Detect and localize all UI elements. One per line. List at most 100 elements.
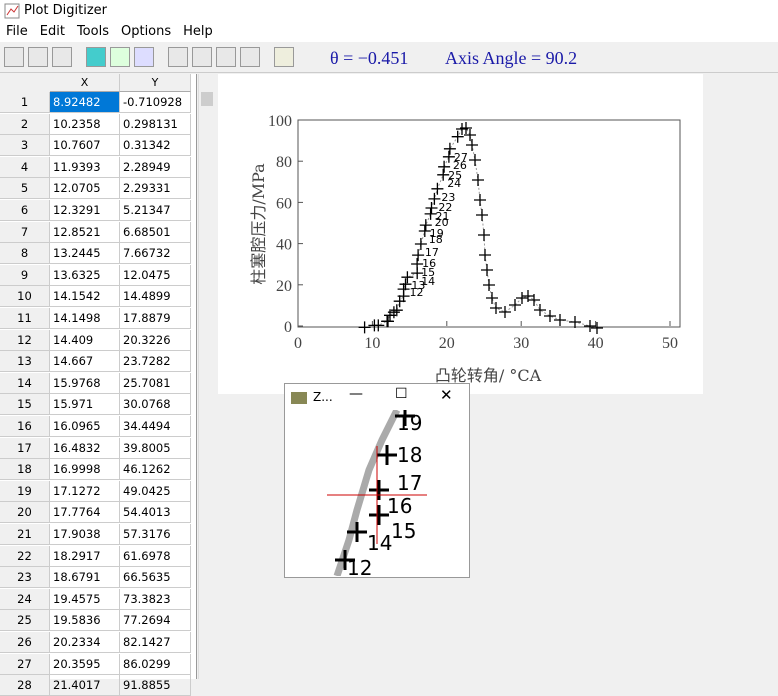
table-cell[interactable]: 10.2358 [50,113,120,135]
table-cell[interactable]: 18.6791 [50,567,120,589]
table-cell[interactable]: 30.0768 [120,394,191,416]
maximize-button[interactable]: ☐ [395,386,408,402]
copy-button[interactable] [192,47,212,67]
table-cell[interactable]: 46.1262 [120,459,191,481]
table-cell[interactable]: 86.0299 [120,653,191,675]
table-cell[interactable]: 12.3291 [50,200,120,221]
column-header: X [50,74,120,92]
paste-button[interactable] [216,47,236,67]
table-cell[interactable]: 16.9998 [50,459,120,481]
save-button[interactable] [28,47,48,67]
table-cell[interactable]: 12.0475 [120,264,191,286]
table-cell[interactable]: 39.8005 [120,437,191,459]
table-cell[interactable]: 2.29331 [120,178,191,200]
table-cell[interactable]: -0.710928 [120,92,191,113]
point-marker [554,314,566,326]
table-cell[interactable]: 20.3226 [120,329,191,351]
row-number: 6 [0,200,50,221]
table-cell[interactable]: 19.5836 [50,610,120,632]
table-cell[interactable]: 21.4017 [50,675,120,696]
open-button[interactable] [4,47,24,67]
table-cell[interactable]: 49.0425 [120,480,191,502]
print-button[interactable] [52,47,72,67]
table-cell[interactable]: 8.92482 [50,92,120,113]
table-cell[interactable]: 17.1272 [50,480,120,502]
row-number: 11 [0,308,50,329]
table-cell[interactable]: 15.971 [50,394,120,416]
cut-button[interactable] [168,47,188,67]
table-cell[interactable]: 14.667 [50,351,120,373]
point-label: 23 [441,191,455,204]
table-cell[interactable]: 17.7764 [50,502,120,524]
table-cell[interactable]: 11.9393 [50,156,120,178]
table-cell[interactable]: 61.6978 [120,545,191,567]
table-cell[interactable]: 12.8521 [50,221,120,243]
table-cell[interactable]: 14.409 [50,329,120,351]
menu-item[interactable]: Help [183,24,213,39]
table-cell[interactable]: 17.9038 [50,524,120,545]
table-cell[interactable]: 16.0965 [50,416,120,437]
table-cell[interactable]: 91.8855 [120,675,191,696]
table-cell[interactable]: 13.2445 [50,243,120,265]
excel-button[interactable] [110,47,130,67]
table-cell[interactable]: 17.8879 [120,308,191,329]
table-cell[interactable]: 25.7081 [120,372,191,394]
delete-button[interactable] [240,47,260,67]
row-number: 8 [0,243,50,265]
table-cell[interactable]: 16.4832 [50,437,120,459]
zoom-point-label: 16 [387,494,412,518]
table-cell[interactable]: 54.4013 [120,502,191,524]
menu-item[interactable]: Options [120,24,172,39]
scrollbar[interactable] [198,74,215,679]
table-cell[interactable]: 5.21347 [120,200,191,221]
menu-item[interactable]: File [6,24,28,39]
point-marker [460,122,472,134]
table-cell[interactable]: 13.6325 [50,264,120,286]
table-cell[interactable]: 23.7282 [120,351,191,373]
table-cell[interactable]: 14.4899 [120,286,191,308]
table-cell[interactable]: 15.9768 [50,372,120,394]
header-corner [0,74,51,93]
table-cell[interactable]: 34.4494 [120,416,191,437]
table-cell[interactable]: 10.7607 [50,135,120,157]
point-label: 25 [448,169,462,182]
table-cell[interactable]: 20.3595 [50,653,120,675]
minimize-button[interactable]: — [349,386,363,402]
zoom-curve [333,410,401,576]
table-cell[interactable]: 7.66732 [120,243,191,265]
point-marker [481,264,493,276]
table-cell[interactable]: 14.1542 [50,286,120,308]
table-cell[interactable]: 2.28949 [120,156,191,178]
menu-item[interactable]: Edit [39,24,65,39]
axis-button[interactable] [274,47,294,67]
menu-item[interactable]: Tools [76,24,109,39]
table-cell[interactable]: 57.3176 [120,524,191,545]
table-cell[interactable]: 77.2694 [120,610,191,632]
table-cell[interactable]: 6.68501 [120,221,191,243]
close-button[interactable]: ✕ [440,386,453,404]
table-cell[interactable]: 12.0705 [50,178,120,200]
point-marker [443,142,456,155]
point-marker [418,225,431,237]
table-cell[interactable]: 14.1498 [50,308,120,329]
table-cell[interactable]: 82.1427 [120,632,191,653]
row-number: 3 [0,135,50,157]
zoom-marker [335,550,355,570]
table-cell[interactable]: 20.2334 [50,632,120,653]
word-button[interactable] [134,47,154,67]
row-number: 26 [0,632,50,653]
point-marker [390,304,403,317]
point-marker [472,174,484,186]
point-marker [431,182,444,195]
row-number: 20 [0,502,50,524]
table-cell[interactable]: 66.5635 [120,567,191,589]
table-cell[interactable]: 0.298131 [120,113,191,135]
table-cell[interactable]: 73.3823 [120,588,191,610]
x-axis-title: 凸轮转角/ °CA [435,366,542,385]
table-cell[interactable]: 19.4575 [50,588,120,610]
row-number: 1 [0,92,50,113]
point-marker [414,238,427,250]
tool-button[interactable] [86,47,106,67]
table-cell[interactable]: 18.2917 [50,545,120,567]
table-cell[interactable]: 0.31342 [120,135,191,157]
